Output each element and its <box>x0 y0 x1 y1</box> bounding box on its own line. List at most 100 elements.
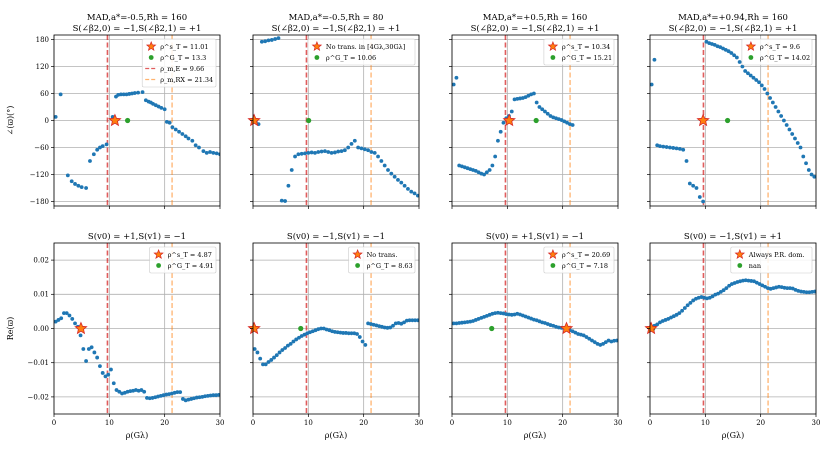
data-series <box>253 36 419 203</box>
data-point <box>806 168 811 172</box>
data-point <box>724 286 729 291</box>
data-point <box>746 278 751 283</box>
y-tick-label: 60 <box>40 90 49 98</box>
data-point <box>650 82 654 87</box>
data-point <box>117 389 122 394</box>
data-point <box>682 306 687 310</box>
data-point <box>392 174 397 179</box>
data-point <box>306 151 311 155</box>
data-point <box>697 195 702 199</box>
data-series <box>54 90 220 190</box>
data-point <box>69 179 74 184</box>
panel-title: MAD,a*=-0.5,Rh = 80 <box>289 13 384 23</box>
panel-title: S(∠β2,0) = −1,S(∠β2,1) = +1 <box>73 23 202 34</box>
legend-star-icon <box>153 248 164 259</box>
data-point <box>677 146 682 151</box>
data-point <box>70 317 75 321</box>
data-point <box>279 198 284 203</box>
data-point <box>412 191 417 196</box>
data-point <box>658 144 662 149</box>
legend-label: No trans. in [4Gλ,30Gλ] <box>326 43 405 51</box>
data-point <box>297 335 301 340</box>
data-point <box>352 138 357 143</box>
y-tick-label: 0.02 <box>33 257 49 265</box>
legend-label: ρ^G_T = 13.3 <box>160 54 206 62</box>
legend-label: ρ^G_T = 10.06 <box>326 54 376 62</box>
data-point <box>73 182 77 186</box>
data-point <box>684 159 689 163</box>
data-point <box>288 341 293 346</box>
legend-box <box>730 246 813 274</box>
data-point <box>581 333 586 338</box>
data-point <box>258 356 263 361</box>
y-axis-label: ∠(ϖ)(°) <box>6 106 15 136</box>
data-point <box>201 149 206 154</box>
data-point <box>787 127 792 132</box>
data-point <box>721 288 726 293</box>
data-point <box>100 371 105 375</box>
data-point <box>269 358 274 362</box>
data-point <box>746 71 750 76</box>
y-tick-label: 0.00 <box>33 325 49 333</box>
data-point <box>286 183 291 188</box>
data-point <box>106 372 111 377</box>
data-point <box>319 149 324 154</box>
legend-star-icon <box>547 40 559 51</box>
legend-green-icon <box>314 55 320 60</box>
data-point <box>91 152 96 157</box>
data-point <box>402 183 407 188</box>
data-point <box>103 374 108 379</box>
green-marker <box>298 325 304 332</box>
data-point <box>266 38 271 43</box>
legend-label: ρ^G_T = 7.18 <box>562 262 608 270</box>
data-point <box>100 144 105 149</box>
data-point <box>276 36 281 41</box>
data-point <box>779 114 784 118</box>
data-point <box>677 311 682 316</box>
data-point <box>799 289 803 294</box>
legend-star-icon <box>145 40 157 51</box>
data-point <box>681 147 686 152</box>
data-point <box>537 105 542 109</box>
legend: ρ^s_T = 10.34 ρ^G_T = 15.21 <box>543 38 615 66</box>
green-marker <box>533 117 539 124</box>
data-point <box>496 138 500 143</box>
data-point <box>283 346 287 350</box>
y-tick-label: 0.01 <box>33 291 49 299</box>
data-point <box>119 92 123 97</box>
data-point <box>366 148 370 153</box>
data-point <box>793 136 797 141</box>
data-point <box>454 321 459 326</box>
panel-title: MAD,a*=-0.5,Rh = 160 <box>87 13 187 23</box>
data-point <box>211 393 216 398</box>
data-point <box>784 123 789 127</box>
data-point <box>269 38 274 42</box>
data-point <box>801 154 806 159</box>
data-point <box>790 132 795 136</box>
data-point <box>382 163 387 168</box>
x-axis-label: ρ(Gλ) <box>325 431 347 440</box>
data-point <box>114 388 119 392</box>
data-point <box>680 308 684 313</box>
legend: ρ^s_T = 11.01 ρ^G_T = 13.3 ρ_m,E = 9.66 ρ_m… <box>141 38 217 88</box>
data-point <box>84 359 88 363</box>
y-tick-label: −0.01 <box>28 359 49 367</box>
data-point <box>313 151 317 155</box>
data-point <box>694 186 699 190</box>
data-series <box>650 39 816 204</box>
data-point <box>142 389 147 394</box>
data-point <box>335 330 340 335</box>
data-point <box>386 168 390 172</box>
data-point <box>309 150 314 155</box>
x-tick-label: 20 <box>160 419 169 427</box>
x-axis-label: ρ(Gλ) <box>722 431 744 440</box>
x-tick-label: 30 <box>415 419 424 427</box>
legend: ρ^s_T = 4.87 ρ^G_T = 4.91 <box>149 246 217 274</box>
data-point <box>498 311 503 316</box>
data-point <box>178 390 183 395</box>
data-point <box>776 109 781 114</box>
data-point <box>592 340 597 345</box>
data-point <box>104 142 109 147</box>
data-point <box>346 145 351 150</box>
x-tick-label: 0 <box>251 419 255 427</box>
